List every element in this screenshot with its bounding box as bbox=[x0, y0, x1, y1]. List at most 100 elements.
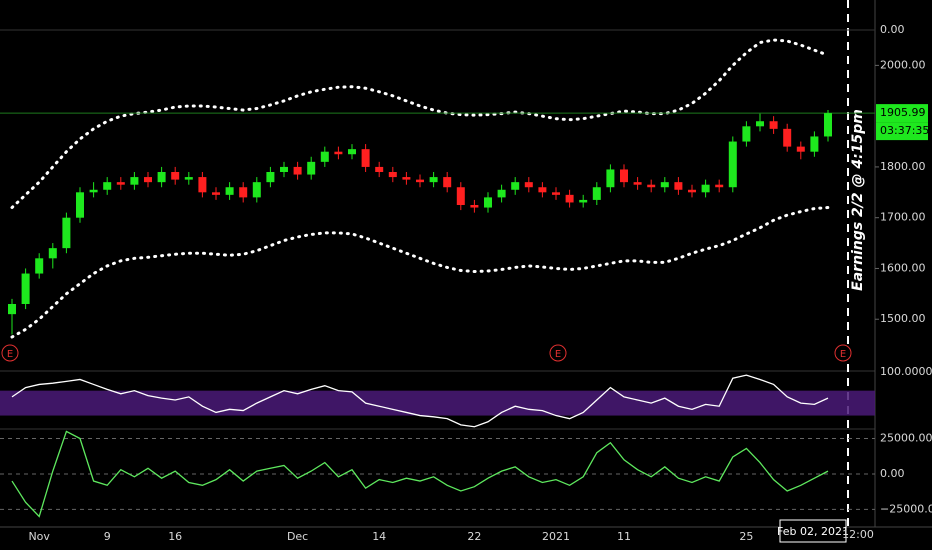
candle-body bbox=[647, 184, 656, 188]
candle-body bbox=[511, 182, 520, 190]
rsi-line bbox=[11, 374, 829, 428]
candle-body bbox=[620, 169, 628, 183]
earnings-label: E bbox=[7, 349, 13, 360]
candle-body bbox=[62, 217, 71, 249]
last-price: 1905.99 bbox=[880, 106, 926, 119]
candle-body bbox=[184, 177, 193, 180]
candle-body bbox=[388, 172, 397, 178]
candle-body bbox=[796, 146, 805, 152]
y-tick-label: 25000.00 bbox=[880, 432, 932, 445]
candle-body bbox=[266, 172, 275, 183]
x-tick-label: 16 bbox=[168, 530, 182, 543]
candle-body bbox=[89, 189, 98, 193]
x-tick-label: 2021 bbox=[542, 530, 570, 543]
y-tick-label: −25000.00 bbox=[880, 502, 932, 515]
candle-body bbox=[769, 121, 778, 129]
candle-body bbox=[293, 166, 302, 175]
candle-body bbox=[171, 172, 180, 180]
candle-body bbox=[198, 177, 207, 193]
candle-body bbox=[701, 184, 710, 193]
candle-body bbox=[674, 182, 683, 190]
candle-body bbox=[715, 184, 724, 188]
candle-body bbox=[456, 187, 465, 205]
candle-body bbox=[225, 187, 234, 195]
y-tick-label: 1800.00 bbox=[880, 160, 926, 173]
candle-body bbox=[348, 149, 356, 155]
candle-body bbox=[538, 187, 547, 193]
candle-body bbox=[307, 161, 316, 175]
candle-body bbox=[157, 172, 166, 183]
x-tick-label: Dec bbox=[287, 530, 308, 543]
x-tick-label: 22 bbox=[467, 530, 481, 543]
candle-body bbox=[375, 166, 384, 172]
candle-body bbox=[239, 187, 248, 198]
candle-body bbox=[76, 192, 84, 218]
candle-body bbox=[212, 192, 220, 195]
y-tick-label: 1700.00 bbox=[880, 211, 926, 224]
candle-body bbox=[783, 128, 792, 147]
annotation: Earnings 2/2 @ 4:15pm bbox=[850, 109, 866, 291]
earnings-marker bbox=[549, 344, 567, 362]
candle-body bbox=[443, 177, 452, 188]
y-tick-label: 100.000000 bbox=[880, 365, 932, 378]
earnings-label: E bbox=[555, 349, 561, 360]
lower-band bbox=[10, 206, 830, 339]
candle-body bbox=[824, 113, 832, 137]
candle-body bbox=[252, 182, 261, 198]
candle-body bbox=[402, 177, 411, 180]
x-tick-label: 11 bbox=[617, 530, 631, 543]
candle-body bbox=[484, 197, 492, 208]
candle-body bbox=[810, 136, 819, 152]
candle-body bbox=[497, 189, 506, 198]
y-tick-label: 0.00 bbox=[880, 467, 905, 480]
x-tick-label: 14 bbox=[372, 530, 386, 543]
oscillator-line bbox=[11, 430, 829, 518]
y-tick-label: 1500.00 bbox=[880, 312, 926, 325]
candle-body bbox=[416, 179, 424, 183]
candle-body bbox=[742, 126, 751, 142]
last-price-box bbox=[876, 104, 928, 123]
candle-body bbox=[21, 273, 30, 304]
candle-body bbox=[660, 182, 669, 188]
x-tick-label: Nov bbox=[28, 530, 50, 543]
candle-body bbox=[565, 194, 574, 203]
candle-body bbox=[130, 177, 139, 185]
candle-body bbox=[633, 182, 642, 185]
candle-body bbox=[320, 151, 329, 162]
candle-body bbox=[361, 149, 370, 167]
candle-body bbox=[606, 169, 615, 188]
candle-body bbox=[524, 182, 533, 188]
countdown-box bbox=[876, 122, 928, 141]
y-tick-label: 0.00 bbox=[880, 23, 905, 36]
cursor-date: Feb 02, 2021 bbox=[777, 525, 849, 538]
countdown: 03:37:35 bbox=[880, 124, 929, 137]
candle-body bbox=[144, 177, 152, 183]
earnings-label: E bbox=[840, 349, 846, 360]
candle-body bbox=[470, 205, 479, 208]
candle-body bbox=[688, 189, 696, 193]
candle-body bbox=[552, 192, 560, 195]
y-tick-label: 1600.00 bbox=[880, 261, 926, 274]
candle-body bbox=[8, 304, 16, 315]
candle-body bbox=[334, 151, 343, 155]
candle-body bbox=[579, 199, 588, 203]
candle-body bbox=[429, 177, 438, 183]
upper-band bbox=[10, 38, 830, 210]
candle-body bbox=[48, 248, 57, 259]
x-tick-label: 25 bbox=[739, 530, 753, 543]
cursor-date-box bbox=[779, 519, 847, 543]
candle-body bbox=[35, 258, 44, 274]
rsi-band bbox=[0, 390, 875, 416]
earnings-marker bbox=[1, 344, 19, 362]
cursor-time: 12:00 bbox=[842, 528, 874, 541]
earnings-marker bbox=[834, 344, 852, 362]
candle-body bbox=[280, 166, 288, 172]
candle-body bbox=[103, 182, 112, 190]
candle-body bbox=[756, 121, 764, 127]
candle-body bbox=[116, 182, 125, 185]
x-tick-label: 9 bbox=[104, 530, 111, 543]
candle-body bbox=[728, 141, 737, 188]
y-tick-label: 2000.00 bbox=[880, 58, 926, 71]
